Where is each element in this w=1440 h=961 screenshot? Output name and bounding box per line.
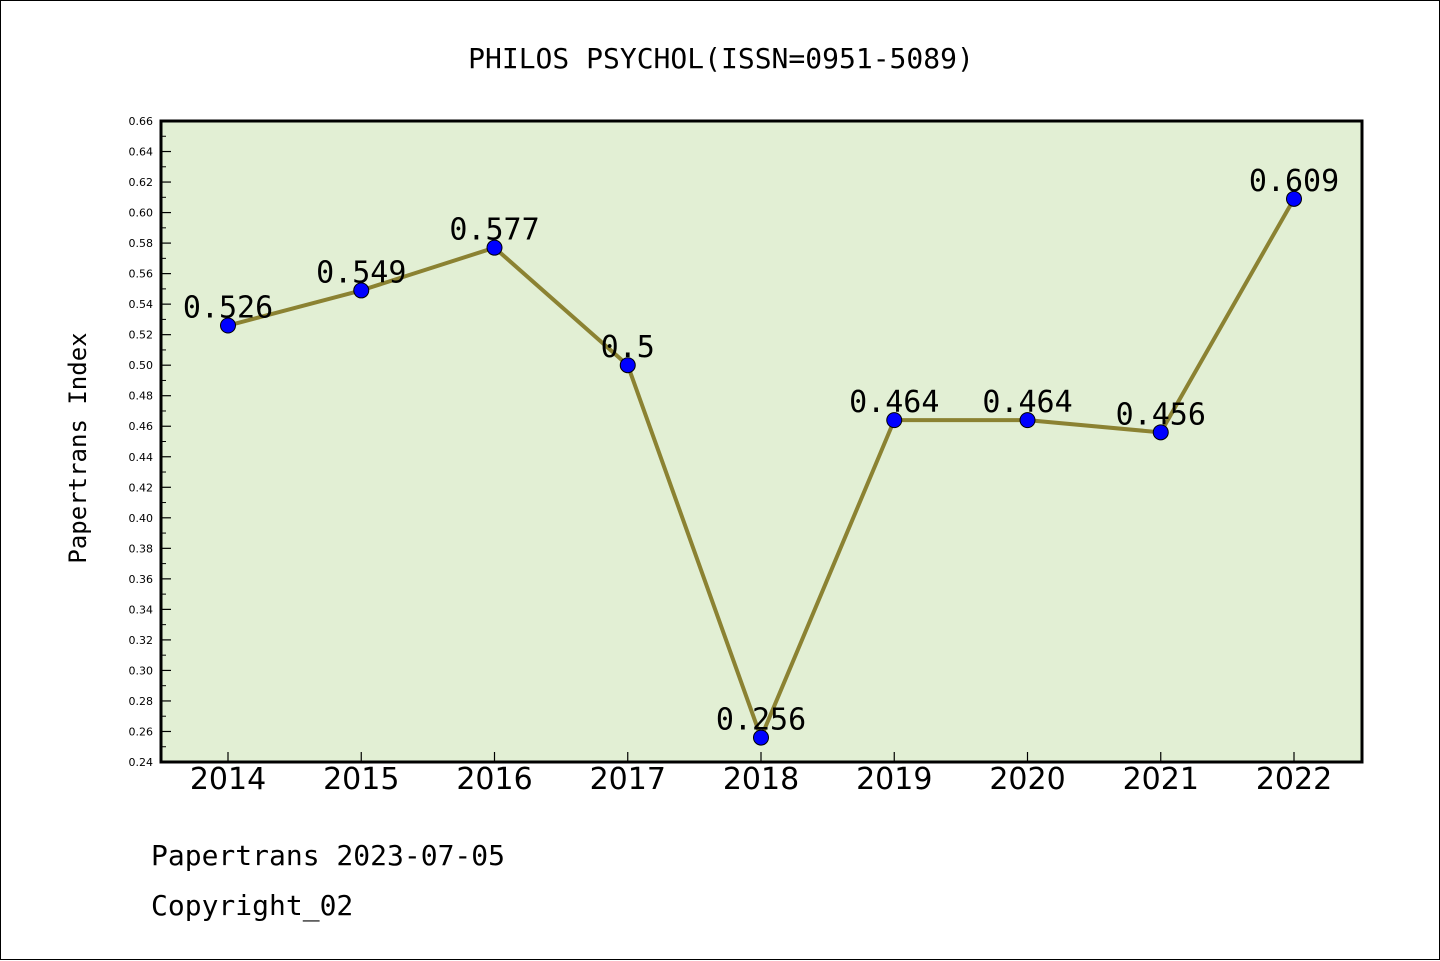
y-tick-label: 0.38 xyxy=(129,542,154,555)
y-tick-label: 0.24 xyxy=(129,756,154,769)
data-label: 0.526 xyxy=(183,291,273,326)
x-tick-label: 2018 xyxy=(723,762,799,797)
y-tick-label: 0.32 xyxy=(129,634,154,647)
x-tick-label: 2022 xyxy=(1256,762,1332,797)
data-label: 0.464 xyxy=(982,385,1072,420)
y-tick-label: 0.28 xyxy=(129,695,154,708)
y-tick-label: 0.30 xyxy=(129,664,154,677)
data-label: 0.577 xyxy=(449,213,539,248)
data-point xyxy=(220,317,236,334)
data-label: 0.5 xyxy=(601,330,655,365)
y-tick-label: 0.62 xyxy=(129,176,154,189)
footer-date: Papertrans 2023-07-05 xyxy=(151,839,505,872)
x-tick-label: 2016 xyxy=(456,762,532,797)
footer-copyright: Copyright_02 xyxy=(151,889,353,923)
data-point xyxy=(1152,424,1169,441)
y-axis-label: Papertrans Index xyxy=(64,332,92,563)
data-point xyxy=(886,412,903,429)
data-point xyxy=(619,357,636,374)
data-label: 0.456 xyxy=(1116,397,1206,432)
y-tick-label: 0.50 xyxy=(129,359,154,372)
y-tick-label: 0.60 xyxy=(129,207,154,220)
y-tick-label: 0.40 xyxy=(129,512,154,525)
y-tick-label: 0.34 xyxy=(129,603,154,616)
y-axis-ticks: 0.24 0.26 0.28 0.30 0.32 0.34 0.36 0.38 0.40 0.42… xyxy=(129,115,171,769)
y-tick-label: 0.54 xyxy=(129,298,154,311)
data-point xyxy=(753,729,769,746)
y-tick-label: 0.66 xyxy=(129,115,154,128)
data-point xyxy=(1019,412,1036,429)
data-label: 0.609 xyxy=(1249,164,1339,199)
y-tick-label: 0.44 xyxy=(129,451,154,464)
x-tick-label: 2017 xyxy=(590,762,666,797)
data-point xyxy=(1286,190,1302,207)
x-axis-ticks: 2014 2015 2016 2017 2018 2019 2020 2021 2022 xyxy=(190,752,1332,797)
y-tick-label: 0.36 xyxy=(129,573,154,586)
data-label: 0.464 xyxy=(849,385,939,420)
y-tick-label: 0.64 xyxy=(129,146,154,159)
series: 0.526 0.549 0.577 0.5 0.256 0.464 0.464 0.456 0.… xyxy=(183,164,1339,746)
data-point xyxy=(486,239,503,256)
y-tick-label: 0.42 xyxy=(129,481,154,494)
y-tick-label: 0.46 xyxy=(129,420,154,433)
x-tick-label: 2019 xyxy=(856,762,932,797)
plot-area xyxy=(159,119,1364,764)
x-tick-label: 2021 xyxy=(1123,762,1199,797)
chart-title: PHILOS PSYCHOL(ISSN=0951-5089) xyxy=(468,42,974,75)
x-tick-label: 2020 xyxy=(989,762,1065,797)
y-tick-label: 0.48 xyxy=(129,390,154,403)
x-tick-label: 2014 xyxy=(190,762,266,797)
data-label: 0.256 xyxy=(716,703,806,738)
data-point xyxy=(353,282,370,299)
y-tick-label: 0.56 xyxy=(129,268,154,281)
x-tick-label: 2015 xyxy=(323,762,399,797)
data-label: 0.549 xyxy=(316,255,406,290)
y-tick-label: 0.58 xyxy=(129,237,154,250)
y-tick-label: 0.26 xyxy=(129,725,154,738)
y-tick-label: 0.52 xyxy=(129,329,154,342)
